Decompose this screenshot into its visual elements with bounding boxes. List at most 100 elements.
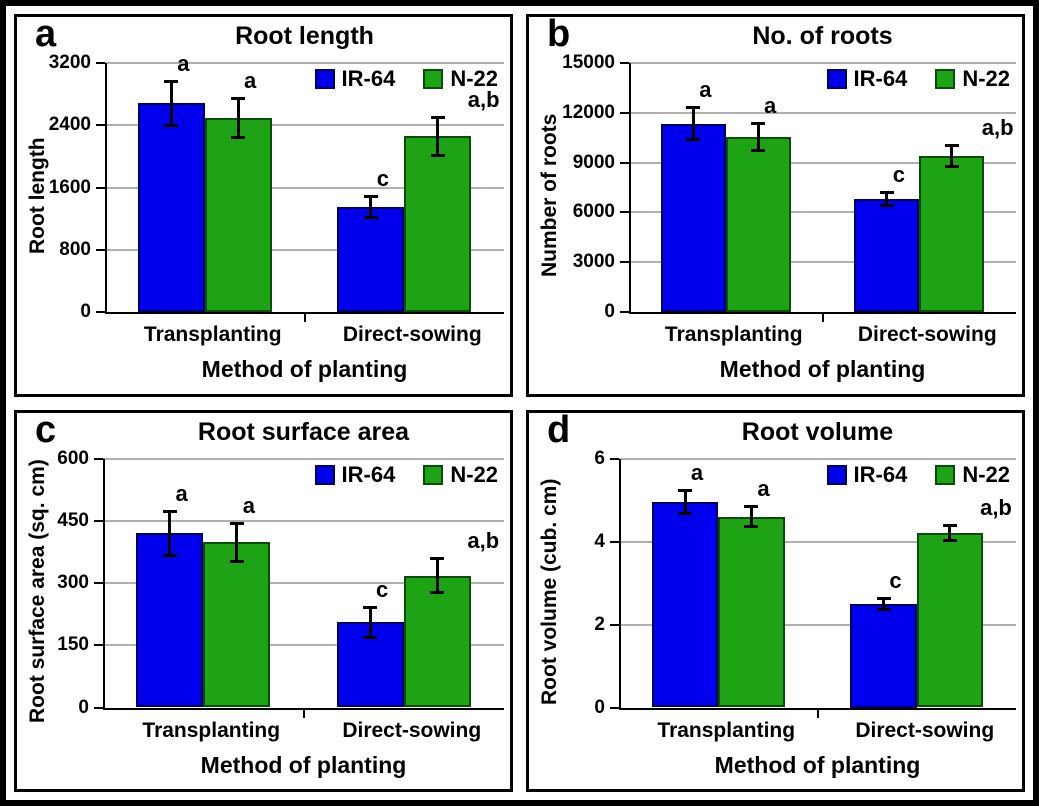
category-label-direct-sowing: Direct-sowing [342, 323, 482, 346]
bar-ir-64-transplanting [651, 502, 719, 708]
y-tick-label: 2400 [48, 114, 91, 136]
error-bar [436, 115, 440, 157]
significance-letter: c [376, 165, 389, 191]
legend-label: N-22 [962, 66, 1010, 91]
error-bar-cap-top [942, 524, 957, 528]
x-axis-label: Method of planting [719, 356, 926, 382]
significance-letter: a [690, 459, 704, 485]
legend: IR-64 N-22 [314, 66, 498, 92]
bar-ir-64-transplanting [660, 123, 726, 312]
legend-item-ir-64: IR-64 [826, 66, 908, 92]
error-bar-cap-bottom [162, 553, 177, 557]
significance-letter: a,b [467, 528, 500, 554]
error-bar [885, 190, 889, 208]
error-bar-cap-top [944, 143, 959, 147]
error-bar-cap-bottom [363, 636, 378, 640]
error-bar-cap-bottom [678, 512, 692, 516]
y-tick-mark [96, 311, 105, 313]
error-bar [882, 596, 885, 611]
x-axis-label: Method of planting [714, 751, 921, 778]
panel-title: Root volume [741, 417, 894, 446]
legend-label: N-22 [962, 461, 1010, 487]
y-tick-mark [620, 111, 629, 114]
x-axis-line [629, 312, 1016, 314]
category-label-direct-sowing: Direct-sowing [855, 718, 995, 742]
legend-label: IR-64 [853, 461, 908, 487]
panel-root-volume: d Root volume Root volume (cub. cm) 0 2 4 6 a c a… [526, 409, 1025, 792]
y-tick-label: 4 [594, 530, 605, 552]
legend-label: N-22 [450, 66, 498, 91]
y-tick-label: 1600 [48, 176, 91, 198]
y-tick-mark [620, 311, 629, 313]
panel-title: No. of roots [752, 22, 893, 50]
legend-label: IR-64 [853, 66, 908, 91]
y-tick-mark [96, 186, 105, 189]
x-mid-tick-mark [816, 709, 819, 718]
bar-n-22-direct-sowing [404, 136, 472, 312]
significance-letter: c [376, 576, 389, 602]
error-bar-cap-top [162, 509, 177, 513]
error-bar-cap-bottom [363, 216, 378, 219]
error-bar [168, 509, 172, 557]
error-bar-cap-top [363, 605, 378, 609]
error-bar-cap-bottom [744, 524, 759, 528]
y-tick-mark [610, 540, 619, 543]
error-bar [948, 524, 952, 542]
panel-root-surface-area: c Root surface area Root surface area (sq.… [14, 409, 513, 792]
gridline [105, 186, 504, 189]
error-bar-cap-bottom [944, 165, 959, 169]
significance-letter: c [889, 567, 902, 593]
category-label-transplanting: Transplanting [143, 323, 282, 346]
y-tick-mark [620, 211, 629, 214]
y-tick-mark [620, 261, 629, 264]
legend-item-ir-64: IR-64 [826, 461, 908, 488]
y-tick-label: 0 [604, 301, 615, 322]
y-tick-mark [610, 706, 619, 709]
y-tick-label: 150 [57, 634, 89, 656]
y-tick-mark [610, 457, 619, 460]
y-tick-mark [96, 62, 105, 64]
error-bar-cap-top [751, 121, 766, 125]
bar-n-22-transplanting [203, 542, 271, 708]
legend-label: IR-64 [341, 461, 396, 487]
significance-letter: a [764, 92, 777, 118]
bar-n-22-direct-sowing [403, 575, 471, 708]
y-tick-mark [94, 519, 103, 522]
x-axis-label: Method of planting [200, 751, 407, 778]
x-axis-line [105, 312, 504, 314]
x-axis-line [103, 707, 504, 710]
bar-n-22-direct-sowing [916, 533, 984, 708]
y-tick-mark [94, 706, 103, 709]
error-bar [950, 143, 954, 169]
error-bar-cap-top [229, 521, 244, 525]
gridline [105, 248, 504, 251]
gridline [105, 62, 504, 64]
error-bar [749, 505, 753, 528]
legend-item-n-22: N-22 [423, 462, 498, 488]
panel-letter: b [547, 14, 571, 55]
y-tick-mark [610, 623, 619, 626]
bar-n-22-direct-sowing [919, 155, 985, 312]
significance-letter: a [177, 51, 190, 77]
error-bar [236, 97, 240, 140]
x-axis-label: Method of planting [201, 356, 408, 382]
y-tick-label: 0 [78, 696, 89, 718]
error-bar-cap-bottom [430, 590, 445, 594]
legend-swatch-icon [935, 464, 956, 485]
category-label-transplanting: Transplanting [664, 323, 803, 346]
significance-letter: a,b [980, 495, 1012, 521]
significance-letter: a,b [467, 86, 500, 112]
error-bar [369, 194, 373, 219]
gridline [629, 111, 1016, 114]
panel-letter: a [35, 14, 57, 55]
error-bar [683, 488, 687, 516]
significance-letter: a [242, 492, 255, 518]
x-mid-tick-mark [821, 314, 824, 322]
y-tick-label: 2 [594, 613, 605, 635]
y-tick-label: 300 [57, 572, 89, 593]
y-tick-mark [96, 248, 105, 251]
y-axis-line [103, 458, 105, 710]
bar-ir-64-direct-sowing [337, 206, 405, 312]
y-tick-label: 0 [594, 696, 605, 718]
